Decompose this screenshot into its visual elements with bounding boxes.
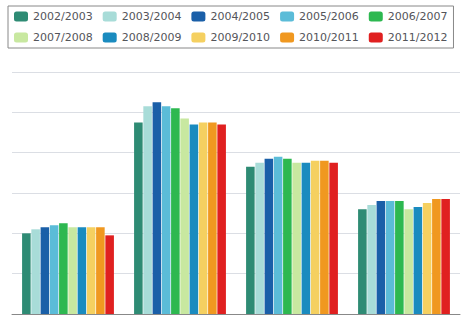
svg-text:2005/2006: 2005/2006 [299, 10, 359, 23]
svg-text:2004/2005: 2004/2005 [210, 10, 270, 23]
svg-text:2003/2004: 2003/2004 [122, 10, 182, 23]
svg-text:2007/2008: 2007/2008 [33, 31, 93, 44]
svg-text:2010/2011: 2010/2011 [299, 31, 359, 44]
svg-text:2009/2010: 2009/2010 [210, 31, 270, 44]
svg-text:2011/2012: 2011/2012 [388, 31, 448, 44]
svg-text:2006/2007: 2006/2007 [388, 10, 448, 23]
svg-text:2002/2003: 2002/2003 [33, 10, 93, 23]
svg-text:2008/2009: 2008/2009 [122, 31, 182, 44]
